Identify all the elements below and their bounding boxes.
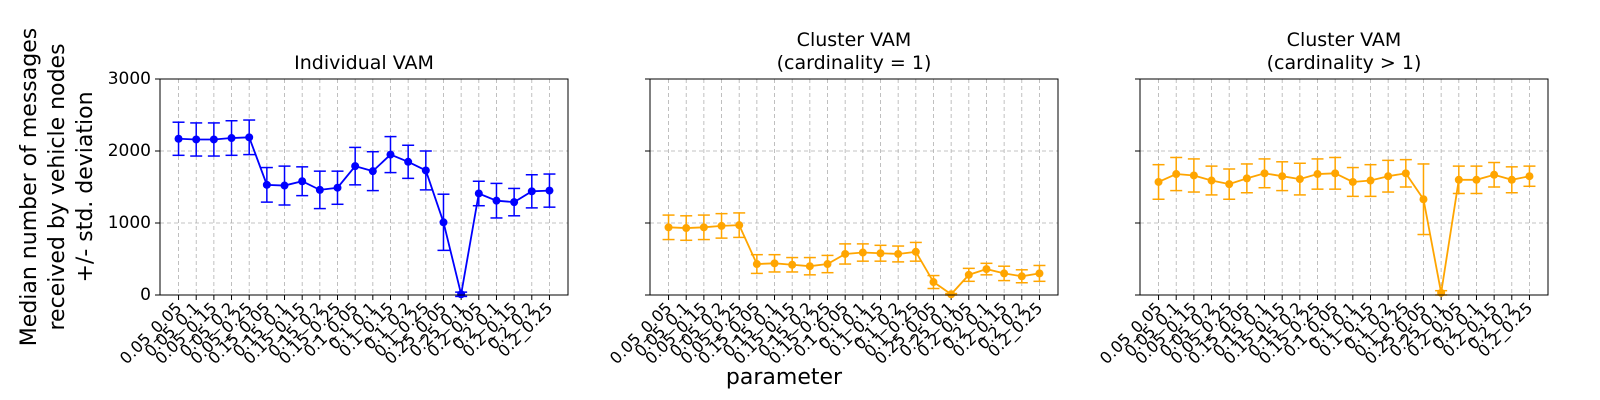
marker [298,177,307,186]
marker [421,166,430,175]
marker [439,218,448,227]
marker [510,198,519,207]
marker [457,290,466,299]
marker [752,260,761,269]
marker [841,249,850,258]
marker [858,248,867,257]
marker [1331,169,1340,178]
marker [1401,169,1410,178]
marker [823,260,832,269]
marker [315,185,324,194]
marker [1437,288,1446,297]
y-axis-label: +/- std. deviation [73,91,98,282]
marker [351,162,360,171]
y-axis-label: received by vehicle nodes [45,43,70,330]
marker [227,134,236,143]
marker [664,223,673,232]
marker [386,150,395,159]
x-axis-label: parameter [726,365,843,390]
marker [245,133,254,142]
marker [545,186,554,195]
marker [1035,269,1044,278]
marker [492,196,501,205]
marker [1419,195,1428,204]
y-axis-label: Median number of messages [17,28,42,346]
marker [964,270,973,279]
marker [770,259,779,268]
marker [474,189,483,198]
marker [1366,176,1375,185]
line [668,224,1040,296]
marker [699,223,708,232]
y-tick-label: 2000 [108,141,151,161]
y-tick-label: 0 [140,285,151,305]
marker [947,290,956,299]
marker [1295,175,1304,184]
subplot-title: Cluster VAM [1287,29,1402,51]
line [1158,172,1530,294]
marker [333,183,342,192]
subplot-title: (cardinality = 1) [777,52,932,74]
marker [788,260,797,269]
marker [1525,172,1534,181]
axes-frame [159,78,569,296]
subplot-title: Individual VAM [294,52,434,74]
marker [805,262,814,271]
marker [1454,175,1463,184]
marker [1242,174,1251,183]
marker [1225,180,1234,189]
marker [1189,171,1198,180]
marker [735,221,744,230]
marker [1348,177,1357,186]
marker [262,180,271,189]
marker [982,265,991,274]
axes-frame [1139,78,1549,296]
y-tick-label: 3000 [108,69,151,89]
marker [1472,175,1481,184]
marker [1017,272,1026,281]
line [178,136,550,295]
marker [1207,176,1216,185]
marker [280,181,289,190]
marker [527,187,536,196]
y-tick-label: 1000 [108,213,151,233]
marker [1172,170,1181,179]
marker [174,134,183,143]
marker [1490,170,1499,179]
marker [1260,169,1269,178]
marker [1154,177,1163,186]
marker [876,249,885,258]
marker [368,167,377,176]
marker [1507,175,1516,184]
subplot-title: Cluster VAM [797,29,912,51]
marker [209,135,218,144]
marker [717,221,726,230]
marker [192,135,201,144]
subplot-title: (cardinality > 1) [1267,52,1422,74]
axes-frame [649,78,1059,296]
marker [1313,170,1322,179]
marker [894,249,903,258]
marker [682,224,691,233]
marker [1384,172,1393,181]
marker [1000,269,1009,278]
marker [404,157,413,166]
marker [1278,172,1287,181]
marker [929,278,938,287]
marker [911,247,920,256]
